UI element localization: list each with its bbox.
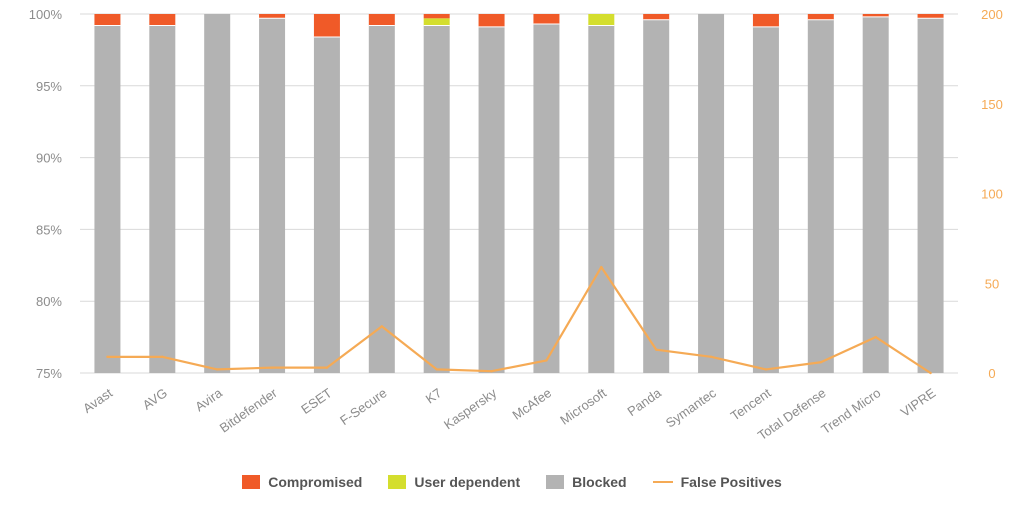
bar-blocked-avira <box>204 14 231 373</box>
false-positives-point-k7 <box>435 368 438 371</box>
y-right-tick-label: 150 <box>981 97 1003 112</box>
bar-blocked-avg <box>149 25 176 373</box>
bar-compromised-f-secure <box>368 14 395 26</box>
bar-blocked-symantec <box>698 14 725 373</box>
x-tick-label-vipre: VIPRE <box>898 385 939 420</box>
y-left-tick-label: 85% <box>36 222 62 237</box>
legend-swatch-false-positives <box>652 481 673 483</box>
y-left-tick-label: 90% <box>36 151 62 166</box>
false-positives-point-f-secure <box>380 325 384 328</box>
y-right-tick-label: 0 <box>988 366 995 381</box>
x-tick-label-avast: Avast <box>80 385 115 416</box>
y-left-tick-label: 95% <box>36 79 62 94</box>
legend-label-blocked: Blocked <box>572 474 627 490</box>
legend-label-compromised: Compromised <box>268 474 363 490</box>
bar-compromised-total-defense <box>807 14 834 20</box>
legend-item-false-positives: False Positives <box>652 474 782 490</box>
legend-swatch-user-dependent <box>388 475 407 489</box>
bar-blocked-kaspersky <box>478 26 505 373</box>
bar-compromised-mcafee <box>533 14 560 25</box>
y-right-tick-label: 100 <box>981 187 1003 202</box>
false-positives-point-eset <box>325 366 329 369</box>
y-left-tick-label: 80% <box>36 294 62 309</box>
legend-label-false-positives: False Positives <box>680 474 782 490</box>
false-positives-point-total-defense <box>819 361 823 364</box>
legend-swatch-compromised <box>242 475 261 489</box>
y-axis-right: 0 50 100 150 200 <box>981 7 1003 381</box>
bar-user-dependent-microsoft <box>588 14 615 26</box>
false-positives-point-kaspersky <box>490 370 493 373</box>
bar-blocked-vipre <box>917 18 944 373</box>
x-tick-label-tencent: Tencent <box>728 385 774 424</box>
bar-blocked-trend-micro <box>862 16 889 373</box>
legend-item-blocked: Blocked <box>546 474 627 490</box>
false-positives-point-tencent <box>764 368 768 371</box>
legend: Compromised User dependent Blocked False… <box>0 474 1024 490</box>
bar-compromised-k7 <box>423 14 450 19</box>
x-tick-label-panda: Panda <box>625 385 665 419</box>
bar-blocked-mcafee <box>533 24 560 373</box>
bar-compromised-kaspersky <box>478 14 505 27</box>
bar-blocked-bitdefender <box>259 18 286 373</box>
false-positives-point-trend-micro <box>874 335 877 339</box>
x-tick-label-avira: Avira <box>192 385 225 415</box>
x-tick-label-bitdefender: Bitdefender <box>217 385 281 436</box>
false-positives-point-mcafee <box>545 359 548 362</box>
x-tick-label-trend-micro: Trend Micro <box>818 385 883 437</box>
bars <box>94 14 944 374</box>
legend-item-user-dependent: User dependent <box>388 474 520 490</box>
legend-label-user-dependent: User dependent <box>414 474 521 490</box>
bar-compromised-bitdefender <box>259 14 286 19</box>
bar-compromised-vipre <box>917 14 944 19</box>
bar-compromised-panda <box>643 14 670 20</box>
bar-user-dependent-k7 <box>423 18 450 26</box>
bar-compromised-avast <box>94 14 121 26</box>
x-tick-label-microsoft: Microsoft <box>557 385 609 428</box>
chart: 75% 80% 85% 90% 95% 100% 0 50 100 150 200 Avast AV… <box>29 7 1003 443</box>
false-positives-line-group <box>106 265 932 375</box>
x-tick-label-f-secure: F-Secure <box>337 385 389 428</box>
legend-swatch-blocked <box>546 475 565 489</box>
false-positives-point-symantec <box>709 355 713 359</box>
bar-compromised-eset <box>313 14 340 37</box>
bar-compromised-tencent <box>752 14 779 27</box>
false-positives-point-avast <box>106 355 109 359</box>
false-positives-point-vipre <box>929 371 932 375</box>
bar-blocked-avast <box>94 25 121 373</box>
bar-blocked-panda <box>643 19 670 374</box>
x-tick-label-eset: ESET <box>298 385 334 417</box>
false-positives-point-bitdefender <box>270 366 274 369</box>
y-right-tick-label: 200 <box>981 7 1003 22</box>
bar-blocked-microsoft <box>588 25 615 373</box>
x-tick-label-kaspersky: Kaspersky <box>441 385 500 432</box>
x-tick-label-avg: AVG <box>140 385 170 412</box>
legend-item-compromised: Compromised <box>242 474 362 490</box>
false-positives-line <box>107 265 932 374</box>
bar-compromised-avg <box>149 14 176 26</box>
bar-blocked-k7 <box>423 25 450 373</box>
false-positives-point-panda <box>654 348 658 351</box>
bar-blocked-tencent <box>752 26 779 373</box>
false-positives-point-microsoft <box>600 265 603 269</box>
x-tick-label-mcafee: McAfee <box>509 385 554 423</box>
y-left-tick-label: 100% <box>29 7 63 22</box>
bar-compromised-trend-micro <box>862 14 889 17</box>
y-axis-left: 75% 80% 85% 90% 95% 100% <box>29 7 63 381</box>
x-tick-label-symantec: Symantec <box>663 385 719 431</box>
bar-blocked-total-defense <box>807 19 834 374</box>
y-right-tick-label: 50 <box>985 276 999 291</box>
x-tick-label-k7: K7 <box>423 385 445 406</box>
false-positives-point-avira <box>215 368 219 371</box>
false-positives-point-avg <box>161 355 164 359</box>
y-left-tick-label: 75% <box>36 366 62 381</box>
bar-blocked-eset <box>313 36 340 373</box>
bar-blocked-f-secure <box>368 25 395 373</box>
